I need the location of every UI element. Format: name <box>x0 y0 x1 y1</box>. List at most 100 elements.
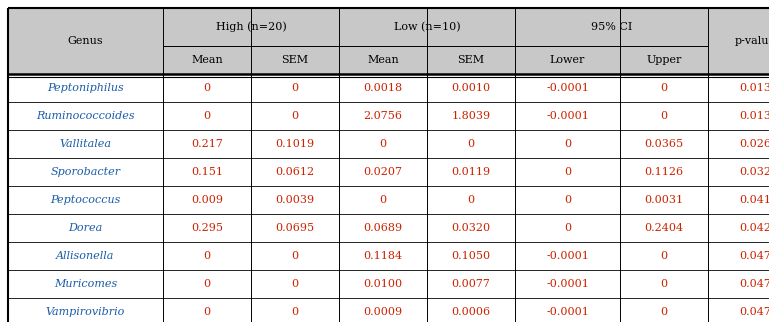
Text: 0.1019: 0.1019 <box>275 139 315 149</box>
Text: 0.009: 0.009 <box>191 195 223 205</box>
Text: Vallitalea: Vallitalea <box>59 139 112 149</box>
Text: 0: 0 <box>661 83 667 93</box>
Text: Mean: Mean <box>367 55 399 65</box>
Text: 0: 0 <box>204 251 211 261</box>
Text: Allisonella: Allisonella <box>56 251 115 261</box>
Text: 0: 0 <box>291 83 298 93</box>
Text: 0: 0 <box>204 111 211 121</box>
Bar <box>8 186 769 214</box>
Text: 0: 0 <box>564 195 571 205</box>
Bar <box>8 242 769 270</box>
Text: 2.0756: 2.0756 <box>364 111 402 121</box>
Text: 0: 0 <box>661 111 667 121</box>
Text: 0.151: 0.151 <box>191 167 223 177</box>
Text: p-value: p-value <box>735 36 769 46</box>
Text: 0.032: 0.032 <box>740 167 769 177</box>
Text: 0.0119: 0.0119 <box>451 167 491 177</box>
Bar <box>8 158 769 186</box>
Bar <box>708 8 769 74</box>
Text: 0.0689: 0.0689 <box>364 223 402 233</box>
Text: 0: 0 <box>204 279 211 289</box>
Text: 0.0010: 0.0010 <box>451 83 491 93</box>
Text: Mean: Mean <box>191 55 223 65</box>
Text: 0: 0 <box>564 139 571 149</box>
Text: -0.0001: -0.0001 <box>546 83 589 93</box>
Text: 1.8039: 1.8039 <box>451 111 491 121</box>
Text: 0.0695: 0.0695 <box>275 223 315 233</box>
Text: 0.0365: 0.0365 <box>644 139 684 149</box>
Text: 0: 0 <box>661 251 667 261</box>
Bar <box>8 8 163 74</box>
Text: 0.0018: 0.0018 <box>364 83 402 93</box>
Text: 0.2404: 0.2404 <box>644 223 684 233</box>
Bar <box>8 102 769 130</box>
Text: 0.0207: 0.0207 <box>364 167 402 177</box>
Text: Peptoniphilus: Peptoniphilus <box>47 83 124 93</box>
Text: Low (n=10): Low (n=10) <box>394 22 461 32</box>
Text: -0.0001: -0.0001 <box>546 111 589 121</box>
Text: 95% CI: 95% CI <box>591 22 632 32</box>
Text: -0.0001: -0.0001 <box>546 307 589 317</box>
Text: 0.1050: 0.1050 <box>451 251 491 261</box>
Text: Genus: Genus <box>68 36 103 46</box>
Text: 0.1126: 0.1126 <box>644 167 684 177</box>
Text: 0: 0 <box>291 111 298 121</box>
Text: 0.0031: 0.0031 <box>644 195 684 205</box>
Text: 0: 0 <box>291 251 298 261</box>
Text: 0.026: 0.026 <box>740 139 769 149</box>
Text: 0: 0 <box>204 307 211 317</box>
Text: 0: 0 <box>468 139 474 149</box>
Bar <box>8 74 769 102</box>
Text: 0: 0 <box>661 279 667 289</box>
Text: 0.047: 0.047 <box>740 307 769 317</box>
Bar <box>8 270 769 298</box>
Text: 0.042: 0.042 <box>740 223 769 233</box>
Text: 0.013: 0.013 <box>740 83 769 93</box>
Bar <box>163 46 251 74</box>
Text: 0.1184: 0.1184 <box>364 251 402 261</box>
Bar <box>163 8 339 46</box>
Text: 0: 0 <box>291 307 298 317</box>
Text: Muricomes: Muricomes <box>54 279 117 289</box>
Text: 0.013: 0.013 <box>740 111 769 121</box>
Text: -0.0001: -0.0001 <box>546 279 589 289</box>
Text: 0.0006: 0.0006 <box>451 307 491 317</box>
Text: Ruminococcoides: Ruminococcoides <box>36 111 135 121</box>
Text: 0.0009: 0.0009 <box>364 307 402 317</box>
Text: 0: 0 <box>379 195 387 205</box>
Text: 0.047: 0.047 <box>740 251 769 261</box>
Text: 0: 0 <box>204 83 211 93</box>
Bar <box>8 130 769 158</box>
Text: -0.0001: -0.0001 <box>546 251 589 261</box>
Bar <box>339 8 515 46</box>
Text: 0.0100: 0.0100 <box>364 279 402 289</box>
Text: High (n=20): High (n=20) <box>215 22 286 32</box>
Text: Lower: Lower <box>550 55 585 65</box>
Text: 0: 0 <box>468 195 474 205</box>
Bar <box>251 46 339 74</box>
Text: 0.047: 0.047 <box>740 279 769 289</box>
Text: 0.0320: 0.0320 <box>451 223 491 233</box>
Text: SEM: SEM <box>281 55 308 65</box>
Bar <box>339 46 427 74</box>
Text: 0: 0 <box>564 167 571 177</box>
Text: 0.0039: 0.0039 <box>275 195 315 205</box>
Text: Peptococcus: Peptococcus <box>50 195 121 205</box>
Text: 0.217: 0.217 <box>191 139 223 149</box>
Text: Sporobacter: Sporobacter <box>51 167 121 177</box>
Bar <box>427 46 515 74</box>
Text: Vampirovibrio: Vampirovibrio <box>46 307 125 317</box>
Bar <box>620 46 708 74</box>
Bar <box>8 214 769 242</box>
Text: 0: 0 <box>661 307 667 317</box>
Text: 0.041: 0.041 <box>740 195 769 205</box>
Bar <box>8 298 769 322</box>
Bar <box>515 8 708 46</box>
Text: 0: 0 <box>379 139 387 149</box>
Text: 0.295: 0.295 <box>191 223 223 233</box>
Text: Dorea: Dorea <box>68 223 102 233</box>
Text: 0.0612: 0.0612 <box>275 167 315 177</box>
Text: 0: 0 <box>291 279 298 289</box>
Bar <box>515 46 620 74</box>
Text: 0.0077: 0.0077 <box>451 279 491 289</box>
